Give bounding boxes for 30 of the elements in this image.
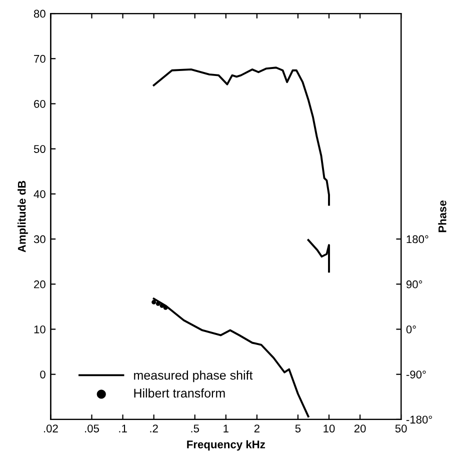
- x-tick-label: .5: [191, 424, 200, 432]
- y-tick-label: 60: [34, 100, 46, 108]
- y-tick-label: 30: [34, 235, 46, 244]
- y-tick-label: 10: [34, 325, 46, 334]
- x-tick-label: 10: [324, 424, 335, 432]
- y2-tick-label: -180°: [406, 416, 432, 424]
- x-tick-label: .02: [44, 424, 58, 432]
- x-tick-label: 5: [295, 424, 301, 432]
- x-tick-label: 2: [254, 424, 260, 432]
- legend-label: Hilbert transform: [134, 388, 225, 398]
- y2-axis-title: Phase: [438, 200, 446, 232]
- y2-tick-label: 0°: [406, 325, 416, 334]
- y-tick-label: 50: [34, 145, 46, 153]
- x-axis-title: Frequency kHz: [187, 440, 266, 451]
- x-tick-label: .2: [150, 424, 158, 432]
- legend-label: measured phase shift: [134, 370, 253, 382]
- x-tick-label: 50: [395, 424, 407, 432]
- y-tick-label: 0: [40, 370, 46, 378]
- y-tick-label: 40: [34, 190, 46, 198]
- y2-tick-label: 90°: [406, 280, 422, 288]
- y-tick-label: 20: [34, 280, 46, 288]
- x-tick-label: .1: [119, 424, 127, 432]
- x-tick-label: 20: [354, 424, 366, 432]
- y-tick-label: 70: [34, 54, 46, 63]
- y2-tick-label: -90°: [406, 370, 426, 378]
- x-tick-label: 1: [224, 424, 228, 432]
- y2-tick-label: 180°: [406, 235, 428, 244]
- y-tick-label: 80: [34, 10, 46, 18]
- y-axis-title: Amplitude dB: [18, 180, 28, 252]
- x-tick-label: .05: [85, 424, 99, 432]
